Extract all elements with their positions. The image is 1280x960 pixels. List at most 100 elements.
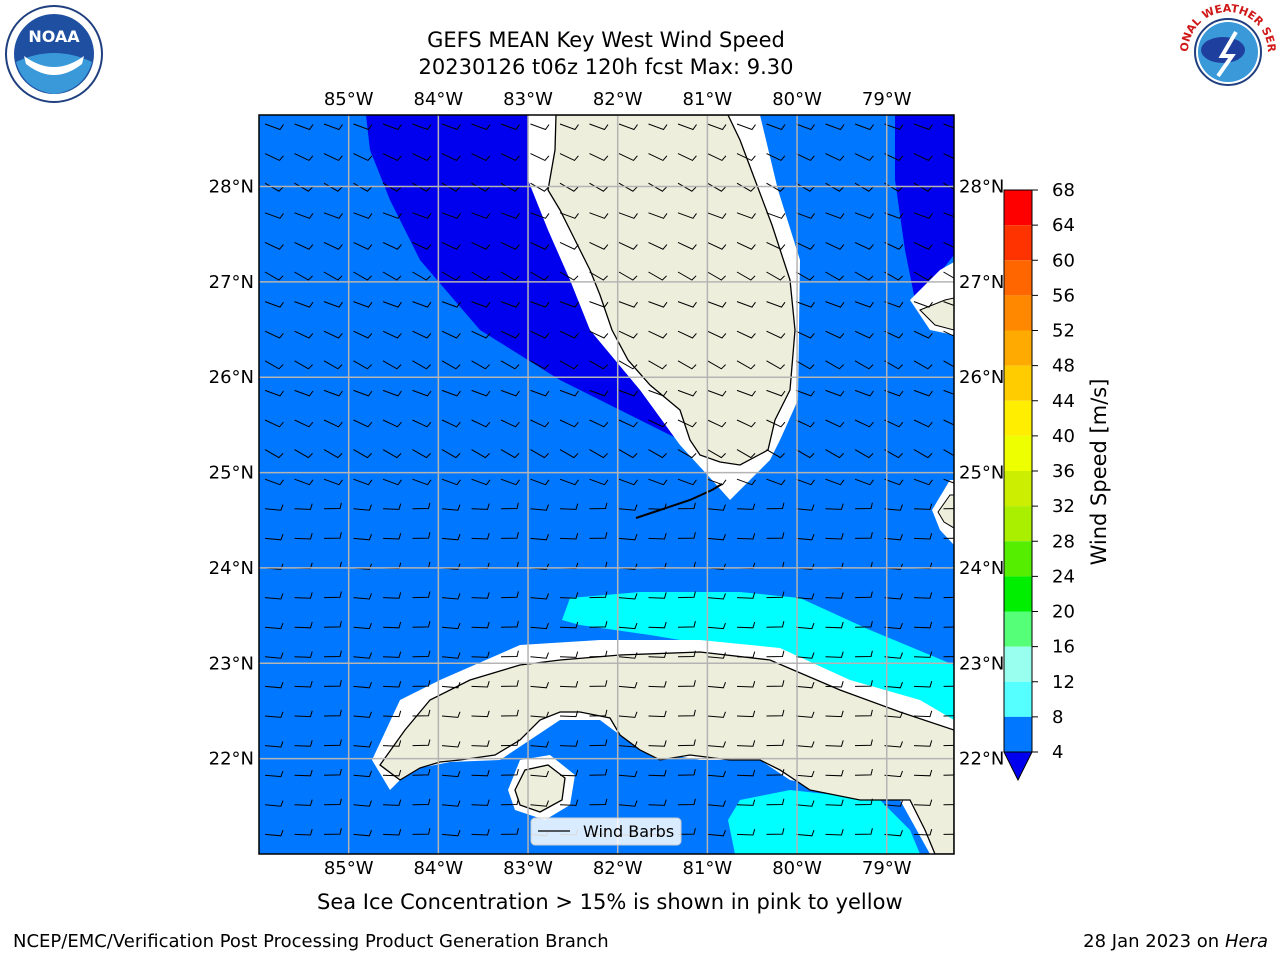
wind-barb bbox=[500, 650, 519, 658]
lat-tick-label: 27°N bbox=[209, 272, 254, 293]
wind-barb bbox=[589, 768, 608, 776]
wind-barb bbox=[825, 503, 844, 510]
wind-barb bbox=[677, 502, 696, 510]
wind-barb bbox=[766, 650, 785, 658]
colorbar-segment bbox=[1004, 365, 1032, 401]
wind-barb bbox=[795, 682, 815, 689]
wind-barb bbox=[559, 419, 579, 428]
wind-barb bbox=[530, 330, 550, 339]
wind-barb bbox=[412, 739, 431, 747]
national-weather-service-logo: NATIONAL WEATHER SERVICE bbox=[1178, 2, 1278, 100]
wind-barb bbox=[766, 739, 785, 747]
wind-barb bbox=[264, 153, 284, 162]
wind-barb bbox=[530, 419, 550, 428]
wind-barb bbox=[825, 360, 844, 370]
wind-barb bbox=[736, 241, 756, 250]
wind-barb bbox=[854, 419, 874, 428]
wind-barb bbox=[854, 330, 874, 339]
wind-barb bbox=[854, 449, 874, 459]
wind-barb bbox=[353, 389, 373, 397]
wind-barb bbox=[943, 508, 954, 510]
colorbar-tick-label: 32 bbox=[1052, 496, 1075, 517]
wind-barb bbox=[854, 532, 873, 539]
wind-barb bbox=[854, 828, 873, 835]
wind-barb bbox=[500, 502, 519, 510]
wind-barb bbox=[795, 504, 815, 511]
wind-barb bbox=[825, 449, 844, 459]
wind-barb bbox=[736, 503, 756, 510]
lon-tick-label: 82°W bbox=[593, 89, 643, 110]
wind-barb bbox=[618, 652, 638, 659]
wind-barb bbox=[530, 741, 549, 748]
wind-barb bbox=[648, 360, 667, 370]
lat-tick-label: 23°N bbox=[209, 653, 254, 674]
wind-barb bbox=[854, 153, 874, 162]
lon-tick-label: 85°W bbox=[324, 89, 374, 110]
wind-barb bbox=[913, 829, 933, 836]
wind-barb bbox=[353, 711, 372, 718]
wind-barb bbox=[294, 389, 314, 397]
wind-barb bbox=[471, 681, 490, 688]
wind-barb bbox=[471, 503, 490, 510]
colorbar-segment bbox=[1004, 330, 1032, 366]
colorbar-tick-label: 56 bbox=[1052, 285, 1075, 306]
lon-tick-label: 80°W bbox=[772, 858, 822, 879]
wind-barb bbox=[677, 650, 696, 658]
wind-barb bbox=[825, 651, 844, 658]
wind-barb bbox=[913, 740, 933, 747]
wind-barb bbox=[382, 212, 402, 219]
colorbar-tick-label: 24 bbox=[1052, 566, 1075, 587]
wind-barb bbox=[825, 533, 844, 540]
wind-barb bbox=[884, 593, 903, 600]
wind-barb bbox=[353, 741, 372, 748]
wind-barb bbox=[500, 828, 519, 835]
wind-barb bbox=[707, 504, 726, 511]
wind-barb bbox=[353, 123, 373, 131]
wind-barb bbox=[382, 740, 402, 747]
wind-barb bbox=[471, 301, 491, 308]
wind-barb bbox=[294, 330, 314, 339]
wind-barb bbox=[618, 478, 638, 486]
wind-barb bbox=[382, 419, 402, 428]
wind-barb bbox=[854, 709, 873, 717]
wind-barb bbox=[500, 709, 519, 717]
wind-barb bbox=[913, 241, 933, 250]
wind-barb bbox=[530, 711, 549, 718]
wind-barb bbox=[913, 710, 933, 718]
colorbar-segment bbox=[1004, 716, 1032, 752]
wind-barb bbox=[559, 301, 579, 308]
wind-barb bbox=[943, 537, 954, 539]
wind-barb bbox=[530, 534, 549, 541]
wind-barb bbox=[648, 769, 667, 777]
wind-barb bbox=[677, 360, 697, 370]
wind-barb bbox=[648, 301, 668, 308]
wind-barb bbox=[530, 153, 550, 162]
wind-barb bbox=[618, 271, 638, 281]
wind-barb bbox=[943, 626, 954, 628]
wind-barb bbox=[382, 360, 402, 370]
wind-barb bbox=[530, 241, 550, 250]
wind-barb bbox=[677, 532, 696, 539]
wind-barb bbox=[353, 504, 372, 511]
wind-barb bbox=[323, 271, 343, 281]
lon-tick-label: 81°W bbox=[683, 89, 733, 110]
wind-barb bbox=[913, 153, 933, 162]
wind-barb bbox=[677, 123, 697, 131]
wind-barb bbox=[884, 449, 903, 459]
wind-barb bbox=[353, 153, 373, 162]
wind-barb bbox=[471, 651, 490, 658]
wind-barb bbox=[530, 504, 549, 511]
wind-barb bbox=[530, 389, 550, 397]
wind-barb bbox=[441, 241, 461, 250]
wind-barb bbox=[294, 123, 314, 131]
wind-barb bbox=[648, 740, 667, 747]
colorbar-segment bbox=[1004, 190, 1032, 226]
wind-barb bbox=[795, 449, 815, 459]
wind-barb bbox=[677, 478, 697, 486]
wind-barb bbox=[677, 768, 696, 776]
lat-tick-label: 26°N bbox=[959, 367, 1004, 388]
wind-barb bbox=[825, 681, 844, 688]
wind-barb bbox=[648, 651, 667, 658]
wind-barb bbox=[412, 419, 432, 428]
wind-barb bbox=[559, 360, 579, 370]
